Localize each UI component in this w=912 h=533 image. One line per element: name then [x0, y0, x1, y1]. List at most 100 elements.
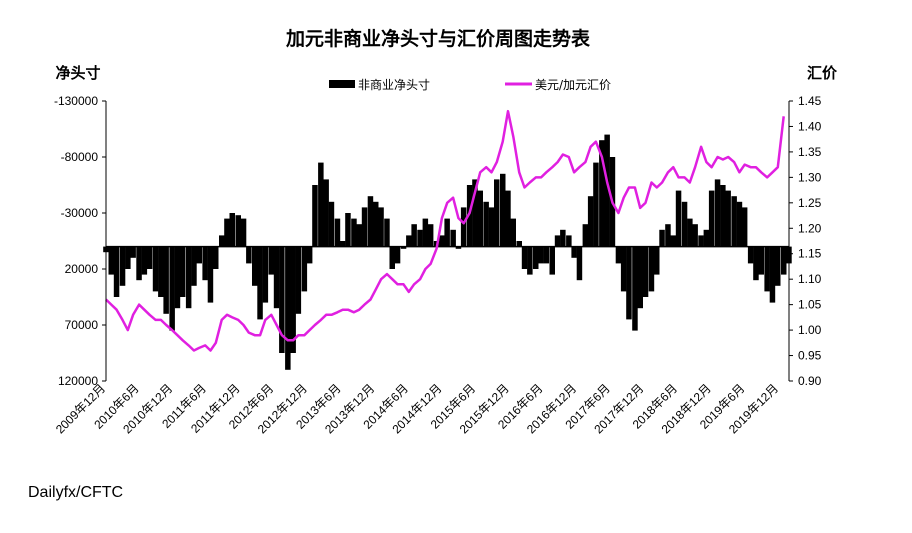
position-bar — [185, 246, 192, 309]
position-bar — [422, 218, 429, 247]
position-bar — [141, 246, 148, 275]
position-bar — [477, 190, 483, 247]
rate-line — [105, 109, 785, 352]
position-bar — [323, 179, 329, 247]
position-bar — [240, 218, 247, 247]
position-bar — [384, 218, 390, 247]
position-bar — [571, 246, 577, 258]
position-bar — [510, 218, 516, 247]
position-bar — [285, 246, 291, 370]
position-bar — [576, 246, 583, 281]
position-bar — [229, 213, 235, 247]
right-tick-label: 1.20 — [798, 221, 822, 235]
position-bar — [648, 246, 655, 292]
position-bar — [334, 218, 341, 247]
position-bar — [295, 246, 302, 314]
position-bar — [566, 235, 572, 247]
position-bar — [769, 246, 776, 303]
position-bar — [527, 246, 533, 275]
position-bar — [560, 229, 566, 247]
position-bar — [312, 185, 318, 247]
position-bar — [268, 246, 274, 275]
right-tick-label: 1.00 — [798, 323, 822, 337]
right-axis-title: 汇价 — [807, 64, 838, 82]
position-bar — [488, 207, 495, 247]
position-bar — [373, 201, 379, 247]
left-tick-label: 20000 — [65, 262, 99, 276]
position-bar — [460, 207, 467, 247]
legend-swatch-positions — [329, 80, 355, 88]
position-bar — [720, 185, 726, 247]
position-bar — [687, 218, 693, 247]
position-bar — [146, 246, 153, 269]
position-bar — [764, 246, 770, 292]
position-bar — [455, 246, 462, 249]
legend-label-positions: 非商业净头寸 — [358, 77, 430, 92]
position-bar — [207, 246, 214, 303]
position-bar — [533, 246, 539, 269]
left-axis-title: 净头寸 — [55, 64, 100, 82]
position-bar — [654, 246, 660, 275]
position-bar — [136, 246, 142, 281]
left-tick-label: -130000 — [54, 94, 98, 108]
position-bar — [179, 246, 186, 297]
left-axis-ticks: -130000 -80000 -30000 20000 70000 120000 — [54, 94, 106, 388]
right-tick-label: 1.40 — [798, 119, 822, 133]
position-bar — [400, 246, 407, 249]
right-tick-label: 0.95 — [798, 349, 822, 363]
position-bar — [775, 246, 781, 286]
position-bar — [450, 229, 456, 247]
position-bar — [472, 179, 478, 247]
right-tick-label: 1.05 — [798, 298, 822, 312]
position-bar — [158, 246, 164, 297]
axes — [105, 101, 790, 381]
position-bar — [119, 246, 126, 286]
position-bar — [301, 246, 308, 292]
position-bar — [753, 246, 759, 281]
position-bar — [439, 235, 445, 247]
position-bar — [213, 246, 219, 269]
right-tick-label: 1.25 — [798, 196, 822, 210]
position-bar — [318, 162, 324, 247]
position-bar — [741, 207, 748, 247]
position-bar — [632, 246, 638, 331]
position-bar — [191, 246, 197, 286]
position-bar — [599, 140, 605, 247]
position-bar — [169, 246, 175, 331]
position-bar — [483, 201, 489, 247]
position-bar — [219, 235, 225, 247]
left-tick-label: -30000 — [61, 206, 99, 220]
position-bar — [273, 246, 280, 309]
x-axis-ticks: 2009年12月2010年6月2010年12月2011年6月2011年12月20… — [53, 381, 781, 436]
position-bar — [235, 215, 241, 247]
position-bar — [593, 162, 599, 247]
position-bar — [587, 196, 594, 247]
position-bar — [714, 179, 721, 247]
position-bar — [620, 246, 627, 292]
position-bar — [130, 246, 136, 258]
position-bar — [394, 246, 401, 264]
left-tick-label: -80000 — [61, 150, 99, 164]
left-tick-label: 70000 — [65, 318, 99, 332]
position-bar — [257, 246, 263, 320]
position-bar — [505, 190, 511, 247]
position-bar — [642, 246, 649, 297]
position-bar — [665, 224, 671, 247]
source-label: Dailyfx/CFTC — [28, 484, 124, 501]
right-tick-label: 1.15 — [798, 247, 822, 261]
right-tick-label: 1.30 — [798, 170, 822, 184]
position-bar — [725, 190, 731, 247]
position-bar — [659, 229, 665, 247]
position-bar — [108, 246, 114, 275]
position-bar — [708, 190, 715, 247]
position-bar — [196, 246, 202, 264]
position-bar — [125, 246, 131, 269]
legend-label-rate: 美元/加元汇价 — [535, 78, 611, 92]
position-bar — [262, 246, 269, 303]
position-bar — [626, 246, 632, 320]
position-bar — [670, 235, 676, 247]
position-bar — [637, 246, 643, 309]
position-bar — [543, 246, 550, 264]
position-bar — [290, 246, 296, 353]
right-tick-label: 0.90 — [798, 374, 822, 388]
